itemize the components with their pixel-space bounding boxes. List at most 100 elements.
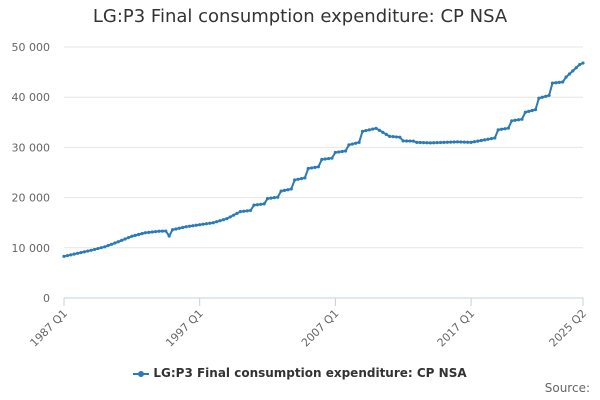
- data-point[interactable]: [160, 229, 164, 233]
- data-point[interactable]: [377, 128, 382, 132]
- data-point[interactable]: [418, 140, 422, 145]
- data-point[interactable]: [170, 228, 175, 232]
- data-point[interactable]: [564, 75, 568, 79]
- data-point[interactable]: [442, 140, 446, 144]
- data-point[interactable]: [533, 108, 538, 112]
- data-point[interactable]: [323, 157, 327, 161]
- data-point[interactable]: [194, 223, 198, 227]
- data-point[interactable]: [527, 109, 531, 113]
- data-point[interactable]: [367, 128, 371, 132]
- data-point[interactable]: [242, 209, 246, 213]
- data-point[interactable]: [167, 234, 171, 238]
- data-point[interactable]: [398, 135, 402, 139]
- data-point[interactable]: [225, 217, 229, 221]
- data-point[interactable]: [62, 254, 66, 258]
- data-point[interactable]: [452, 140, 456, 144]
- data-point[interactable]: [218, 219, 222, 223]
- data-point[interactable]: [493, 136, 497, 140]
- data-point[interactable]: [506, 126, 510, 130]
- data-point[interactable]: [272, 196, 276, 200]
- data-point[interactable]: [181, 225, 185, 230]
- data-point[interactable]: [187, 224, 192, 228]
- data-point[interactable]: [89, 248, 93, 252]
- data-point[interactable]: [208, 221, 212, 225]
- data-point[interactable]: [106, 243, 110, 248]
- data-point[interactable]: [150, 230, 154, 234]
- data-point[interactable]: [516, 118, 521, 122]
- data-point[interactable]: [289, 187, 293, 191]
- data-point[interactable]: [133, 233, 137, 237]
- data-point[interactable]: [476, 139, 480, 143]
- data-point[interactable]: [547, 93, 551, 97]
- data-point[interactable]: [130, 234, 134, 238]
- data-point[interactable]: [320, 157, 324, 162]
- data-point[interactable]: [221, 218, 226, 222]
- data-point[interactable]: [510, 119, 514, 123]
- data-point[interactable]: [354, 141, 358, 145]
- data-point[interactable]: [326, 156, 331, 161]
- data-point[interactable]: [394, 135, 399, 139]
- data-point[interactable]: [384, 132, 388, 136]
- data-point[interactable]: [330, 156, 334, 160]
- data-point[interactable]: [438, 140, 443, 145]
- data-point[interactable]: [276, 195, 280, 199]
- data-point[interactable]: [113, 241, 117, 245]
- data-point[interactable]: [109, 242, 114, 246]
- data-point[interactable]: [96, 246, 100, 251]
- data-point[interactable]: [153, 230, 158, 234]
- data-point[interactable]: [496, 128, 500, 132]
- data-point[interactable]: [554, 81, 558, 85]
- data-point[interactable]: [238, 210, 242, 214]
- data-point[interactable]: [503, 127, 507, 131]
- data-point[interactable]: [157, 229, 161, 233]
- data-point[interactable]: [184, 225, 188, 229]
- data-point[interactable]: [296, 177, 300, 181]
- data-point[interactable]: [401, 139, 405, 143]
- data-point[interactable]: [65, 253, 69, 258]
- data-point[interactable]: [299, 176, 304, 181]
- data-point[interactable]: [316, 165, 321, 169]
- data-point[interactable]: [269, 196, 273, 200]
- data-point[interactable]: [69, 253, 73, 257]
- data-point[interactable]: [177, 226, 181, 230]
- data-point[interactable]: [99, 246, 103, 250]
- data-point[interactable]: [245, 209, 249, 213]
- data-point[interactable]: [483, 138, 487, 142]
- data-point[interactable]: [523, 110, 527, 114]
- data-point[interactable]: [215, 220, 219, 224]
- data-point[interactable]: [479, 138, 483, 143]
- data-point[interactable]: [337, 150, 341, 154]
- data-point[interactable]: [75, 251, 80, 255]
- data-point[interactable]: [388, 134, 392, 138]
- data-point[interactable]: [371, 127, 375, 131]
- data-point[interactable]: [455, 140, 460, 144]
- data-point[interactable]: [140, 232, 144, 236]
- data-point[interactable]: [449, 140, 453, 144]
- data-point[interactable]: [126, 236, 131, 240]
- data-point[interactable]: [435, 141, 439, 145]
- data-point[interactable]: [174, 227, 178, 231]
- data-point[interactable]: [232, 213, 236, 217]
- data-point[interactable]: [432, 141, 436, 145]
- data-point[interactable]: [120, 238, 124, 242]
- data-point[interactable]: [513, 118, 517, 122]
- data-point[interactable]: [279, 189, 283, 193]
- data-point[interactable]: [550, 81, 555, 85]
- data-point[interactable]: [486, 137, 490, 141]
- data-point[interactable]: [561, 80, 565, 84]
- data-point[interactable]: [557, 80, 561, 84]
- data-point[interactable]: [499, 127, 504, 131]
- data-point[interactable]: [567, 72, 572, 76]
- data-point[interactable]: [82, 250, 86, 254]
- data-point[interactable]: [445, 140, 449, 144]
- data-point[interactable]: [391, 135, 395, 139]
- data-point[interactable]: [137, 232, 141, 237]
- data-point[interactable]: [147, 230, 151, 234]
- series-layer[interactable]: [62, 61, 585, 258]
- data-point[interactable]: [282, 188, 287, 192]
- data-point[interactable]: [259, 202, 263, 206]
- legend-label[interactable]: LG:P3 Final consumption expenditure: CP …: [153, 366, 467, 380]
- data-point[interactable]: [143, 231, 148, 235]
- data-point[interactable]: [164, 229, 168, 233]
- data-point[interactable]: [211, 221, 215, 225]
